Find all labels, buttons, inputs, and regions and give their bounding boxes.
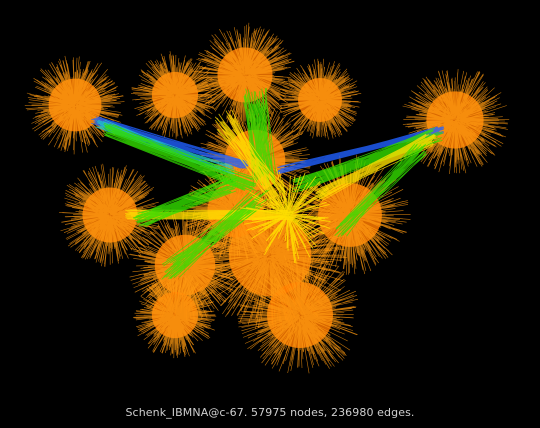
edge-bundle-blue — [276, 126, 445, 175]
core-fan — [239, 168, 331, 264]
graph-caption: Schenk_IBMNA@c-67. 57975 nodes, 236980 e… — [125, 406, 415, 419]
edge-bundle-yellow — [124, 209, 295, 220]
edge-bundle-green — [103, 122, 257, 192]
central-core — [239, 168, 331, 264]
node-cluster — [59, 163, 163, 268]
node-cluster — [130, 51, 218, 139]
node-cluster — [237, 253, 359, 374]
edge-bundle-green — [334, 143, 427, 238]
edge-bundle-yellow — [214, 109, 291, 211]
node-cluster — [278, 58, 362, 140]
edge-bundle-green — [292, 127, 443, 193]
edge-bundle-green — [243, 88, 277, 187]
edge-bundle-green — [132, 177, 238, 228]
graph-visualization — [24, 22, 510, 374]
node-cluster — [132, 272, 217, 359]
edge-bundle-yellow — [314, 133, 437, 202]
node-cluster — [193, 22, 295, 127]
edge-bundle-green — [161, 189, 269, 280]
node-cluster — [24, 55, 125, 155]
inter-cluster-edges — [90, 88, 445, 280]
